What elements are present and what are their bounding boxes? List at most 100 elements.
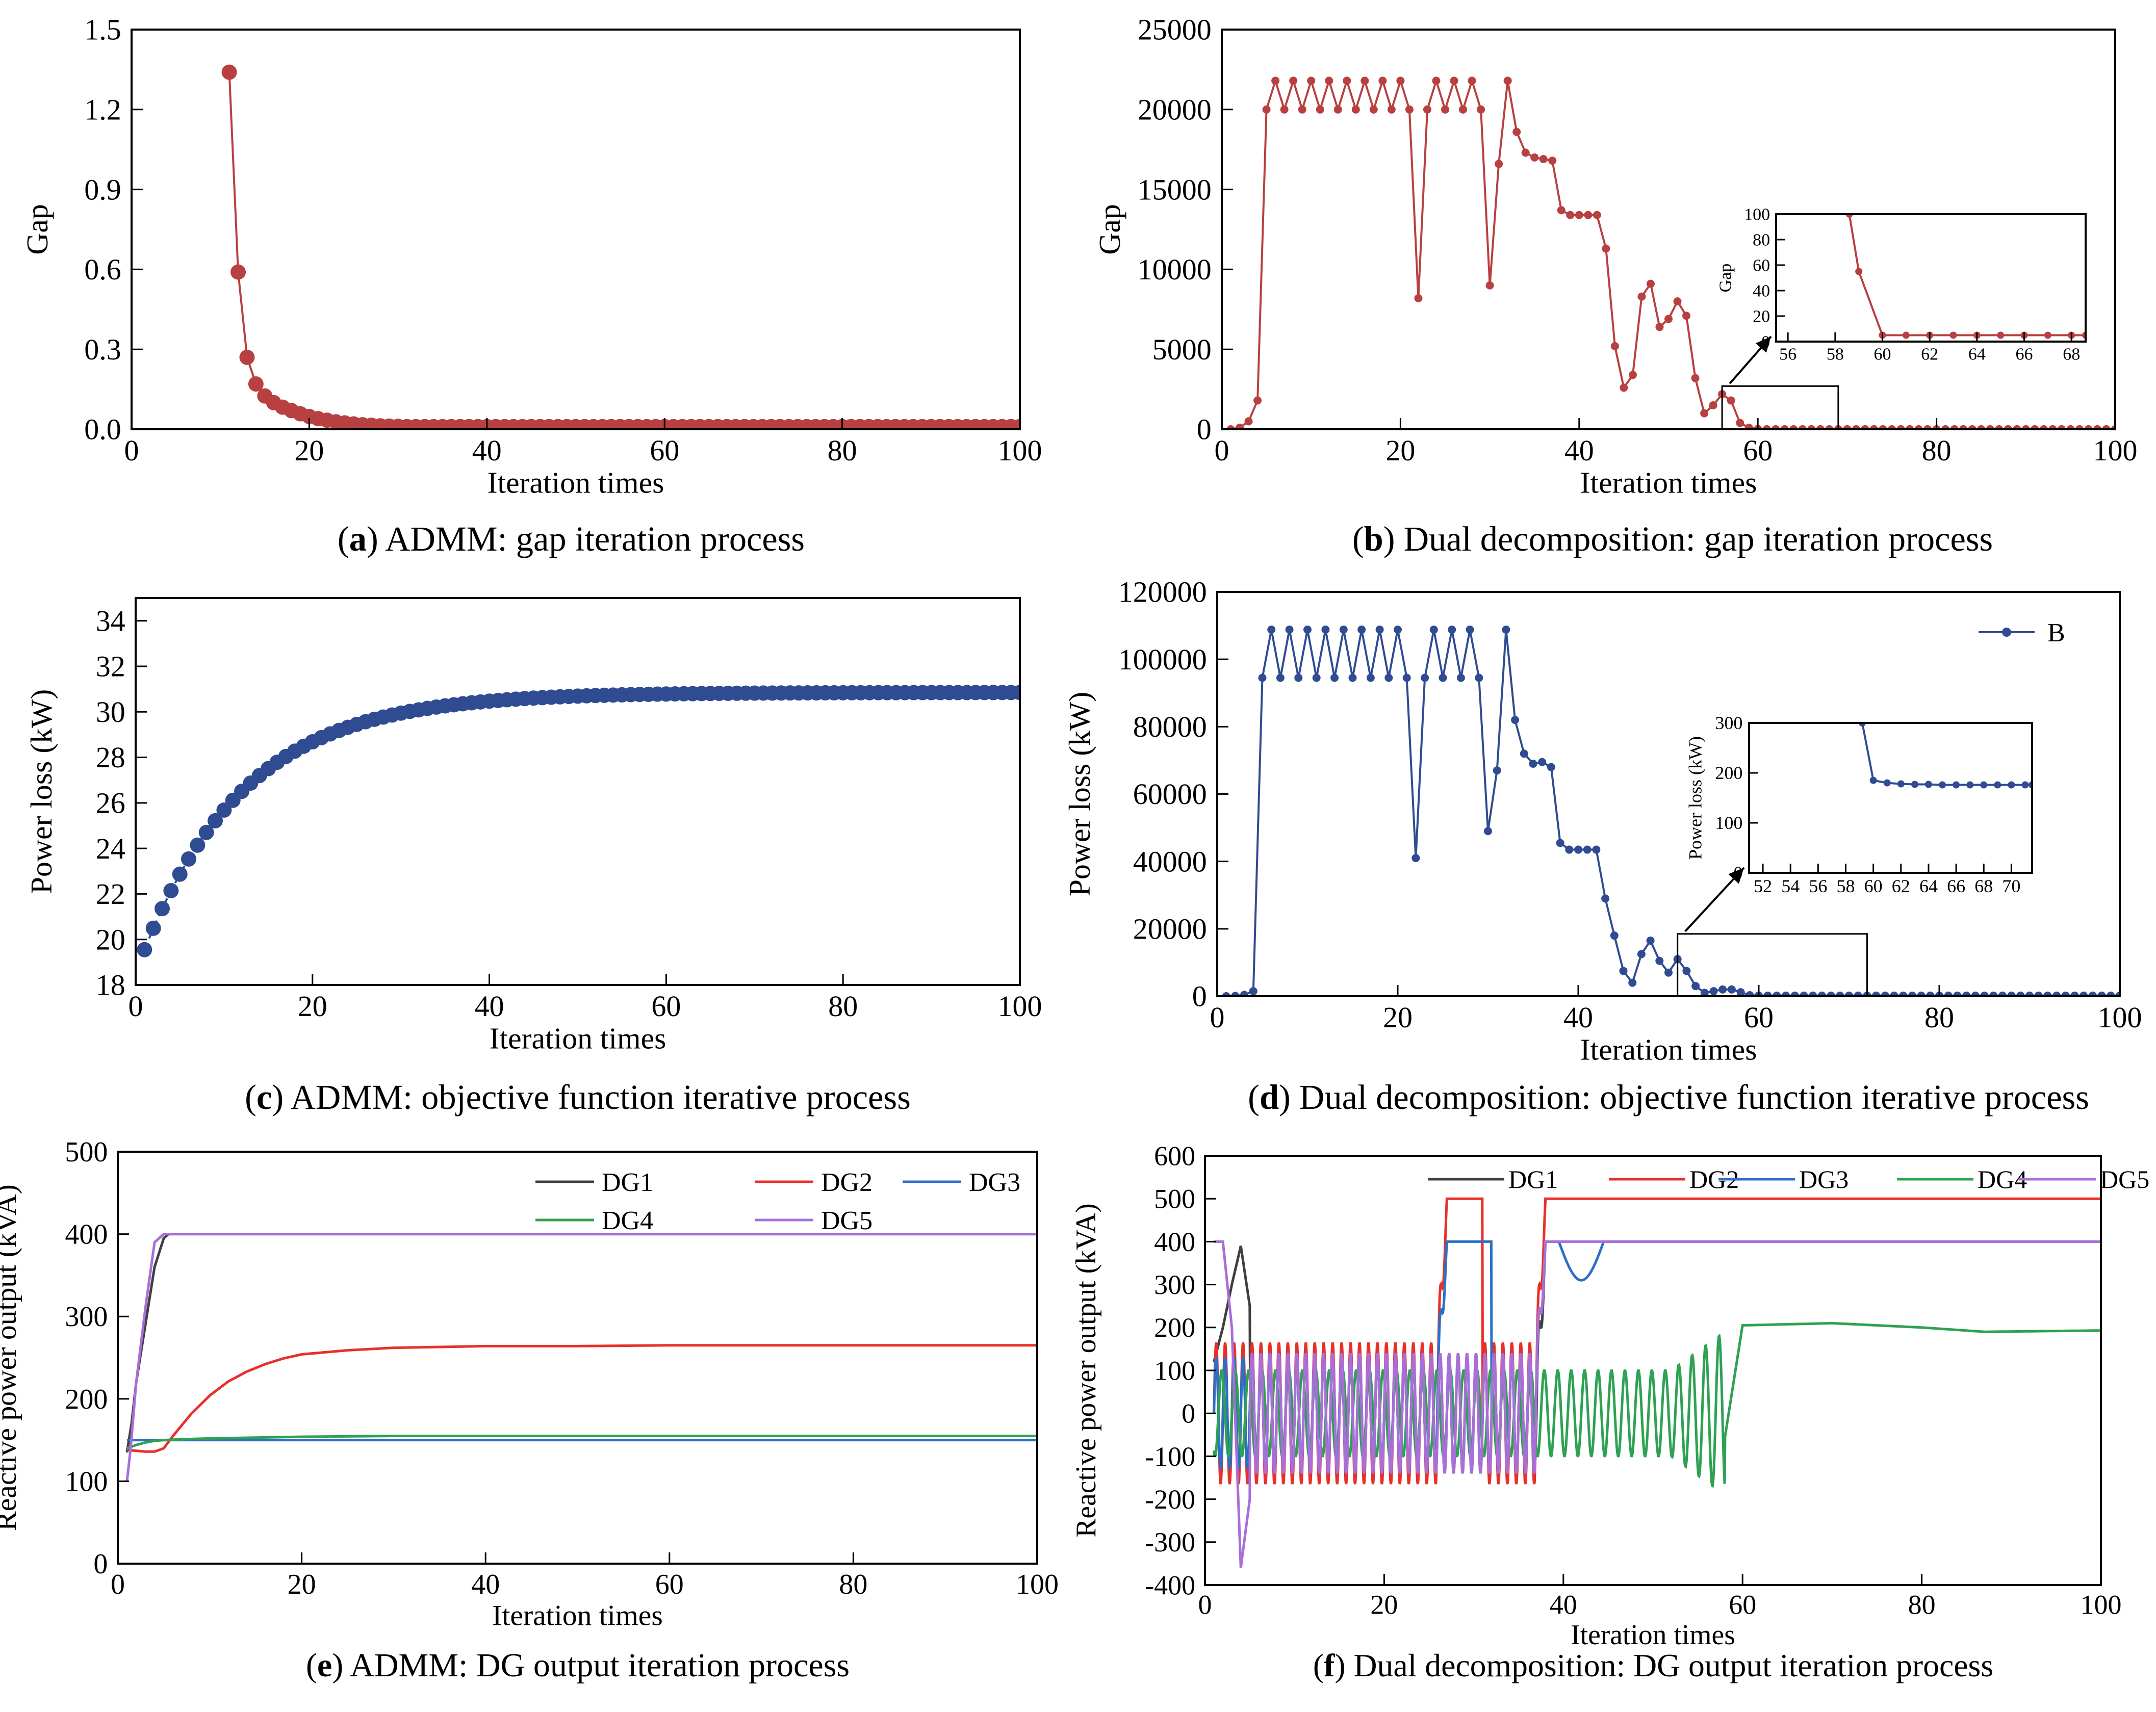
data-point	[1411, 854, 1420, 863]
axis-d-ytick-label: 120000	[1118, 576, 1207, 609]
axis-b-xlabel: Iteration times	[1580, 466, 1757, 500]
data-point	[1565, 845, 1574, 854]
data-point	[1289, 76, 1298, 85]
zoom-box	[1677, 933, 1868, 997]
data-point	[1953, 991, 1962, 996]
data-point	[1361, 76, 1369, 85]
data-point	[1700, 989, 1709, 996]
caption-paren-open: (	[338, 520, 349, 558]
data-point	[1556, 839, 1564, 847]
data-point	[1646, 936, 1655, 945]
data-point	[2080, 991, 2088, 996]
inset-d-xtick-label: 52	[1754, 876, 1772, 896]
caption-paren-open: (	[1313, 1647, 1324, 1683]
series-dg1	[125, 1233, 1037, 1453]
data-point	[1602, 244, 1610, 253]
data-point	[2107, 991, 2115, 996]
axis-d-xtick-label: 0	[1210, 1001, 1225, 1034]
data-point	[1968, 425, 1977, 429]
axis-d-xlabel: Iteration times	[1580, 1033, 1757, 1067]
caption-text: ADMM: objective function iterative proce…	[290, 1078, 910, 1117]
series-line	[1214, 1240, 2101, 1568]
caption-paren-close: )	[1334, 1647, 1353, 1683]
data-point	[1375, 626, 1384, 634]
axis-f-ytick-label: -100	[1145, 1441, 1195, 1472]
data-point	[1655, 323, 1664, 331]
inset-b-xtick-label: 62	[1921, 345, 1938, 364]
data-point	[1899, 991, 1908, 996]
axis-c-ytick-label: 26	[96, 787, 125, 820]
axis-e-xtick-label: 0	[111, 1569, 125, 1600]
axis-a-ytick-label: 0.9	[84, 173, 121, 206]
chart-c: 0 20 40 60 80 100 18 20 22 24 26 28 30 32 34 Iteration …	[24, 597, 1042, 1117]
data-point	[1926, 991, 1935, 996]
axis-f-xtick-label: 20	[1370, 1590, 1398, 1620]
inset-data-point	[1994, 781, 2001, 789]
axis-e-ylabel: Reactive power output (kVA)	[0, 1184, 22, 1531]
data-point	[1369, 105, 1378, 114]
data-point	[1262, 105, 1271, 114]
data-point	[1709, 987, 1718, 996]
legend-label-dg5: DG5	[2100, 1165, 2149, 1194]
data-point	[1962, 991, 1971, 996]
axis-b-ytick-label: 20000	[1138, 93, 1212, 126]
data-point	[1817, 991, 1826, 996]
caption-paren-close: )	[1383, 520, 1404, 558]
caption-text: Dual decomposition: objective function i…	[1299, 1078, 2089, 1117]
axis-b-ytick-label: 5000	[1152, 333, 1212, 366]
axis-b-ylabel: Gap	[1093, 204, 1126, 255]
inset-bg	[1776, 214, 2086, 342]
legend-e: DG1 DG2 DG3 DG4 DG5	[535, 1168, 1020, 1235]
data-point	[1620, 383, 1628, 392]
data-point	[216, 802, 232, 818]
axis-c-xtick-label: 60	[651, 990, 681, 1023]
axis-d-ytick-label: 20000	[1133, 913, 1207, 946]
data-point	[248, 376, 264, 392]
inset-data-point	[1997, 331, 2005, 339]
caption-letter: e	[317, 1647, 332, 1684]
data-point	[1736, 419, 1744, 427]
axis-e-ytick-label: 400	[65, 1219, 108, 1251]
axis-f-ytick-label: 300	[1154, 1269, 1195, 1300]
data-point	[1601, 894, 1610, 903]
axis-e-xtick-label: 60	[655, 1569, 684, 1600]
axis-f-xtick-label: 80	[1908, 1590, 1936, 1620]
series-line	[126, 1435, 1037, 1450]
data-point	[1700, 409, 1709, 418]
caption-a: (a) ADMM: gap iteration process	[338, 520, 805, 558]
caption-paren-open: (	[245, 1078, 256, 1117]
inset-data-point	[2021, 781, 2029, 789]
axis-a-ytick-label: 0.0	[84, 413, 121, 446]
data-point	[1539, 155, 1548, 164]
data-point	[1330, 673, 1339, 682]
inset-b-xtick-label: 66	[2016, 345, 2033, 364]
data-point	[1790, 991, 1799, 996]
plot-a-frame	[131, 29, 1021, 430]
data-point	[1280, 105, 1289, 114]
data-point	[2007, 991, 2016, 996]
inset-data-point	[1924, 781, 1932, 788]
legend-label-dg3: DG3	[1799, 1165, 1849, 1194]
axis-f-xtick-label: 0	[1198, 1590, 1212, 1620]
data-point	[1825, 425, 1834, 429]
data-point	[1989, 991, 1998, 996]
data-point	[1271, 76, 1280, 85]
axis-e-ytick-label: 0	[93, 1548, 108, 1580]
inset-d-xtick-label: 66	[1947, 876, 1965, 896]
axis-a-ytick-label: 0.6	[84, 253, 121, 286]
data-point	[1628, 371, 1637, 379]
data-point	[1917, 991, 1926, 996]
data-point	[2088, 991, 2097, 996]
data-point	[1782, 991, 1790, 996]
axis-d-ytick-label: 80000	[1133, 710, 1207, 743]
series-dg4	[126, 1435, 1037, 1450]
data-point	[2061, 991, 2070, 996]
caption-letter: c	[256, 1078, 272, 1117]
data-point	[1343, 76, 1351, 85]
data-point	[1402, 673, 1411, 682]
axis-e-ytick-label: 200	[65, 1384, 108, 1415]
series-line	[228, 72, 1020, 428]
axis-f-xtick-label: 40	[1550, 1590, 1577, 1620]
data-point	[2084, 425, 2093, 429]
data-point	[1879, 425, 1887, 429]
